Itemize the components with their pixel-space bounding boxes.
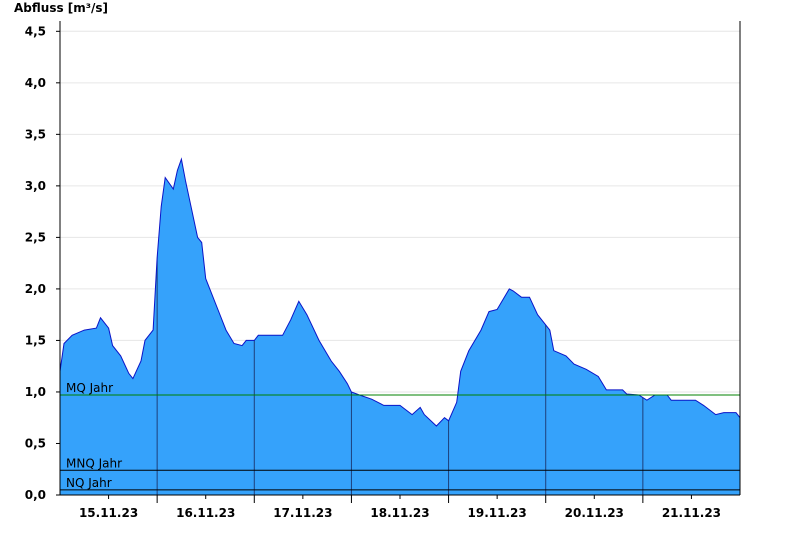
area bbox=[60, 159, 740, 495]
y-tick-label: 3,0 bbox=[25, 179, 46, 193]
y-tick-label: 4,5 bbox=[25, 24, 46, 38]
y-tick-label: 4,0 bbox=[25, 76, 46, 90]
y-tick-label: 2,5 bbox=[25, 230, 46, 244]
reference-label: MNQ Jahr bbox=[66, 456, 122, 470]
x-tick-label: 15.11.23 bbox=[79, 506, 138, 520]
x-tick-label: 20.11.23 bbox=[565, 506, 624, 520]
y-tick-label: 0,0 bbox=[25, 488, 46, 502]
x-tick-label: 21.11.23 bbox=[662, 506, 721, 520]
y-tick-label: 1,0 bbox=[25, 385, 46, 399]
y-axis-label: Abfluss [m³/s] bbox=[14, 1, 108, 15]
x-tick-label: 18.11.23 bbox=[370, 506, 429, 520]
y-tick-label: 0,5 bbox=[25, 436, 46, 450]
x-tick-label: 19.11.23 bbox=[468, 506, 527, 520]
reference-label: MQ Jahr bbox=[66, 381, 113, 395]
y-tick-label: 3,5 bbox=[25, 127, 46, 141]
y-tick-label: 2,0 bbox=[25, 282, 46, 296]
x-tick-label: 17.11.23 bbox=[273, 506, 332, 520]
reference-label: NQ Jahr bbox=[66, 476, 112, 490]
y-tick-label: 1,5 bbox=[25, 333, 46, 347]
x-tick-label: 16.11.23 bbox=[176, 506, 235, 520]
